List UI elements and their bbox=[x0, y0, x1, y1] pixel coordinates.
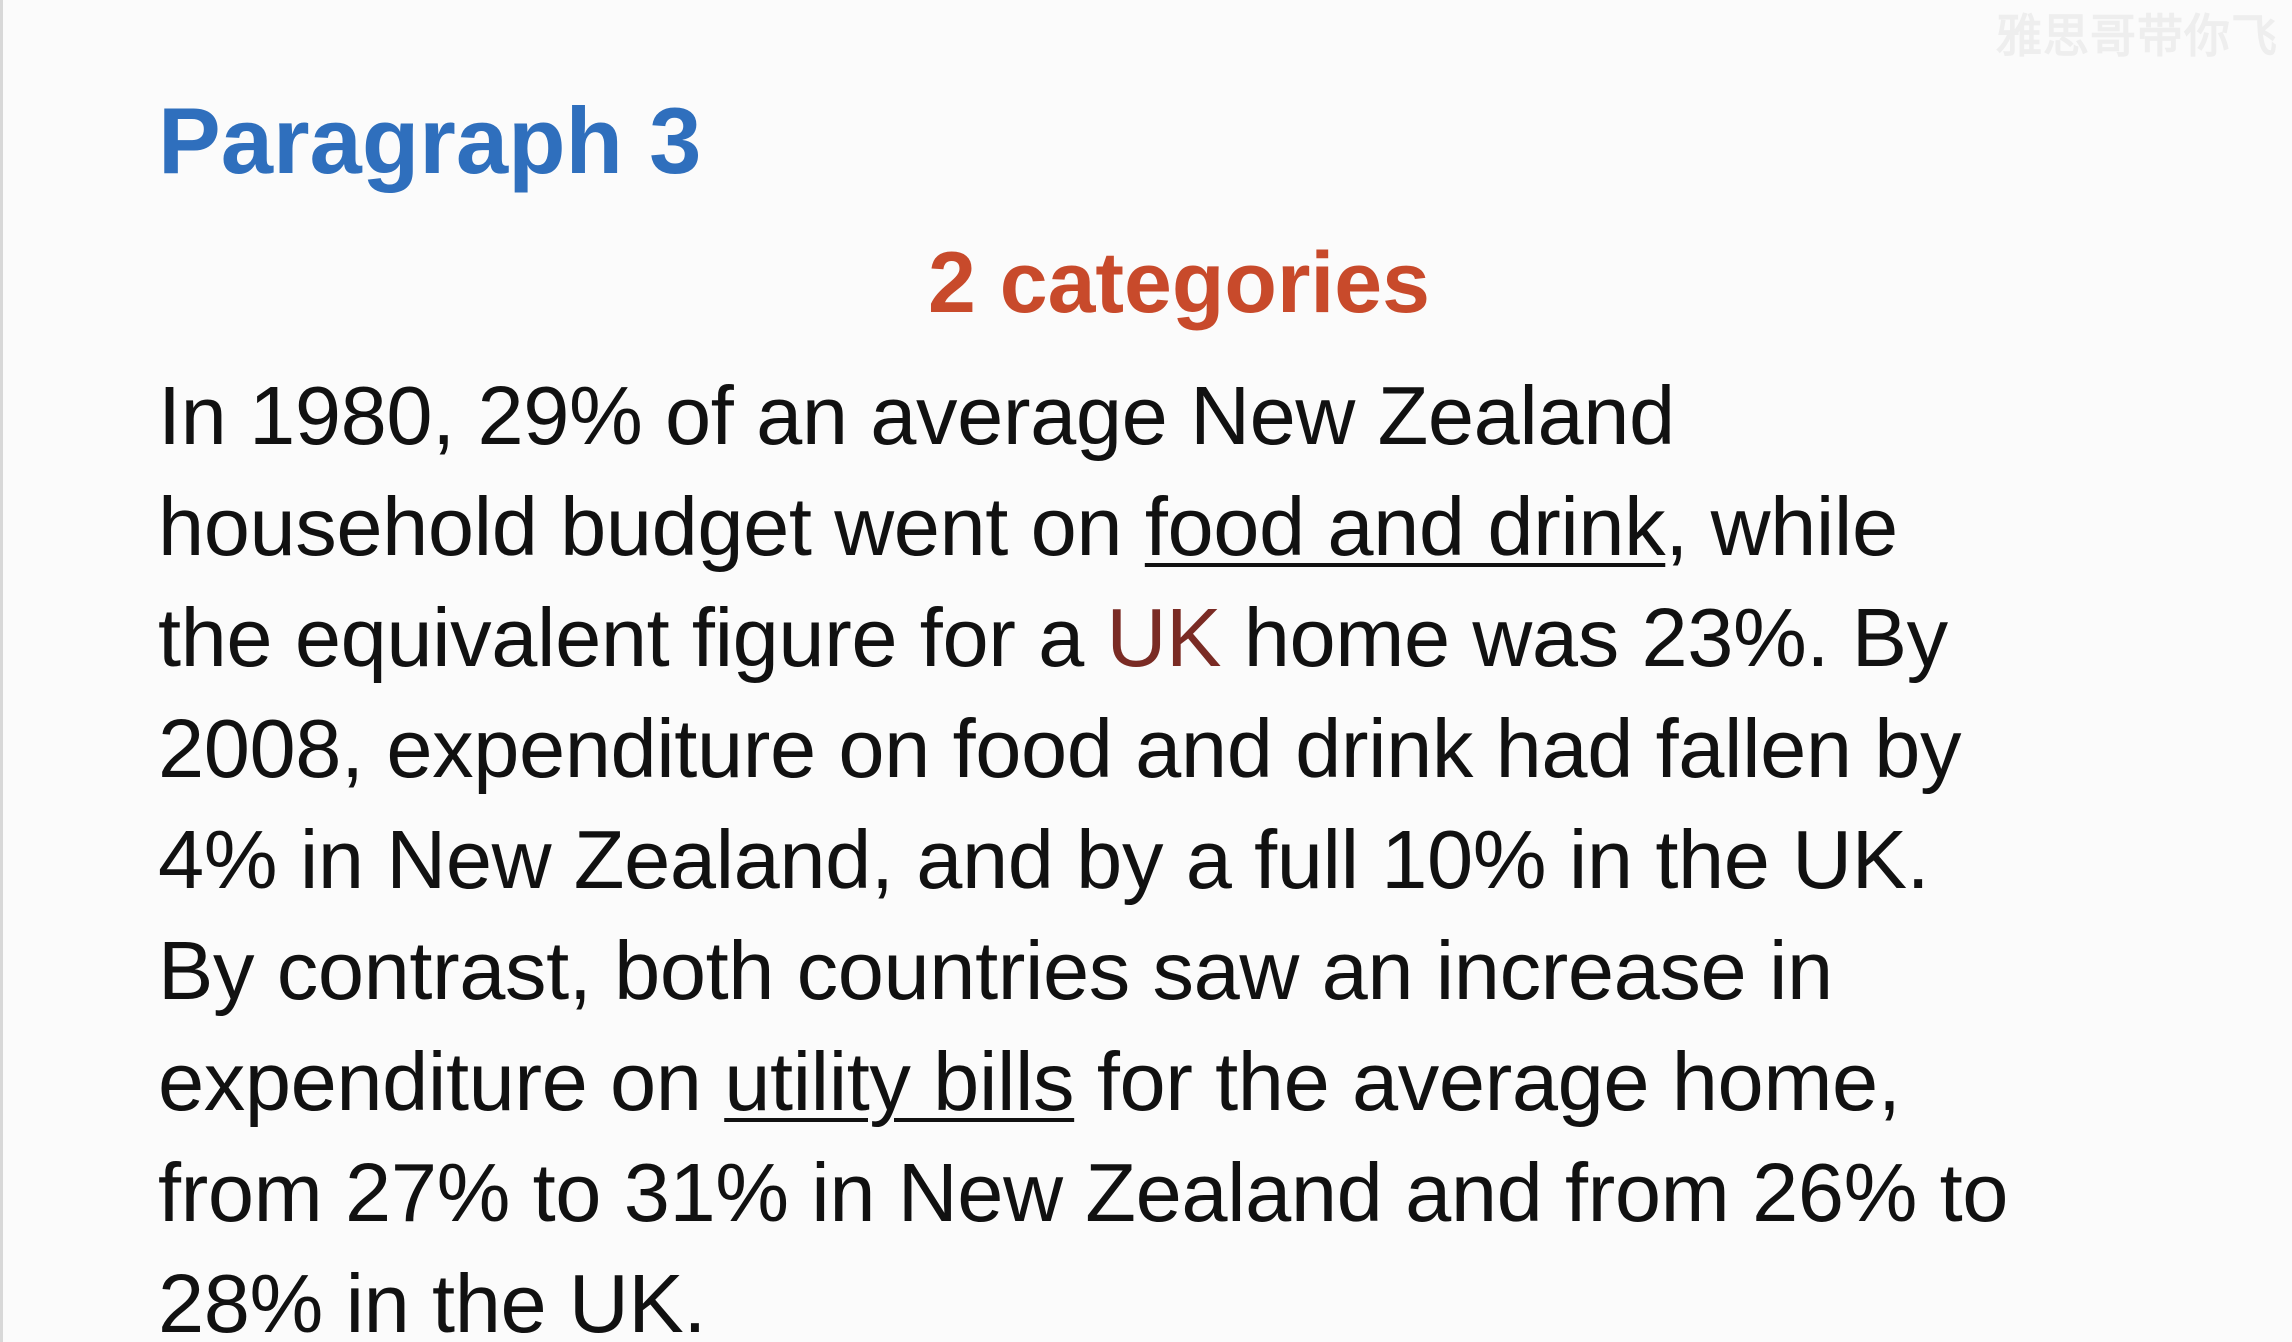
food-and-drink-underline: food and drink bbox=[1144, 480, 1666, 573]
paragraph-heading: Paragraph 3 bbox=[158, 88, 702, 193]
uk-highlight: UK bbox=[1106, 591, 1222, 684]
paragraph-line-6: By contrast, both countries saw an incre… bbox=[158, 924, 1833, 1017]
watermark-text: 雅思哥带你飞 bbox=[1996, 10, 2278, 62]
paragraph-line-4: 2008, expenditure on food and drink had … bbox=[158, 702, 1962, 795]
categories-subheading: 2 categories bbox=[928, 235, 1430, 331]
line-2-text-end: , while bbox=[1665, 480, 1898, 573]
line-7-text-start: expenditure on bbox=[158, 1035, 725, 1128]
paragraph-line-2: household budget went on food and drink,… bbox=[158, 471, 2292, 582]
left-border bbox=[0, 0, 3, 1342]
paragraph-line-8: from 27% to 31% in New Zealand and from … bbox=[158, 1146, 2009, 1239]
line-7-text-end: for the average home, bbox=[1074, 1035, 1901, 1128]
paragraph-body: In 1980, 29% of an average New Zealand h… bbox=[158, 360, 2292, 1342]
paragraph-line-1: In 1980, 29% of an average New Zealand bbox=[158, 369, 1675, 462]
paragraph-line-5: 4% in New Zealand, and by a full 10% in … bbox=[158, 813, 1930, 906]
utility-bills-underline: utility bills bbox=[724, 1035, 1075, 1128]
paragraph-line-3: the equivalent figure for a UK home was … bbox=[158, 582, 2292, 693]
line-2-text-start: household budget went on bbox=[158, 480, 1145, 573]
line-3-text-start: the equivalent figure for a bbox=[158, 591, 1107, 684]
line-3-text-end: home was 23%. By bbox=[1221, 591, 1948, 684]
paragraph-line-9: 28% in the UK. bbox=[158, 1257, 707, 1342]
paragraph-line-7: expenditure on utility bills for the ave… bbox=[158, 1026, 2292, 1137]
